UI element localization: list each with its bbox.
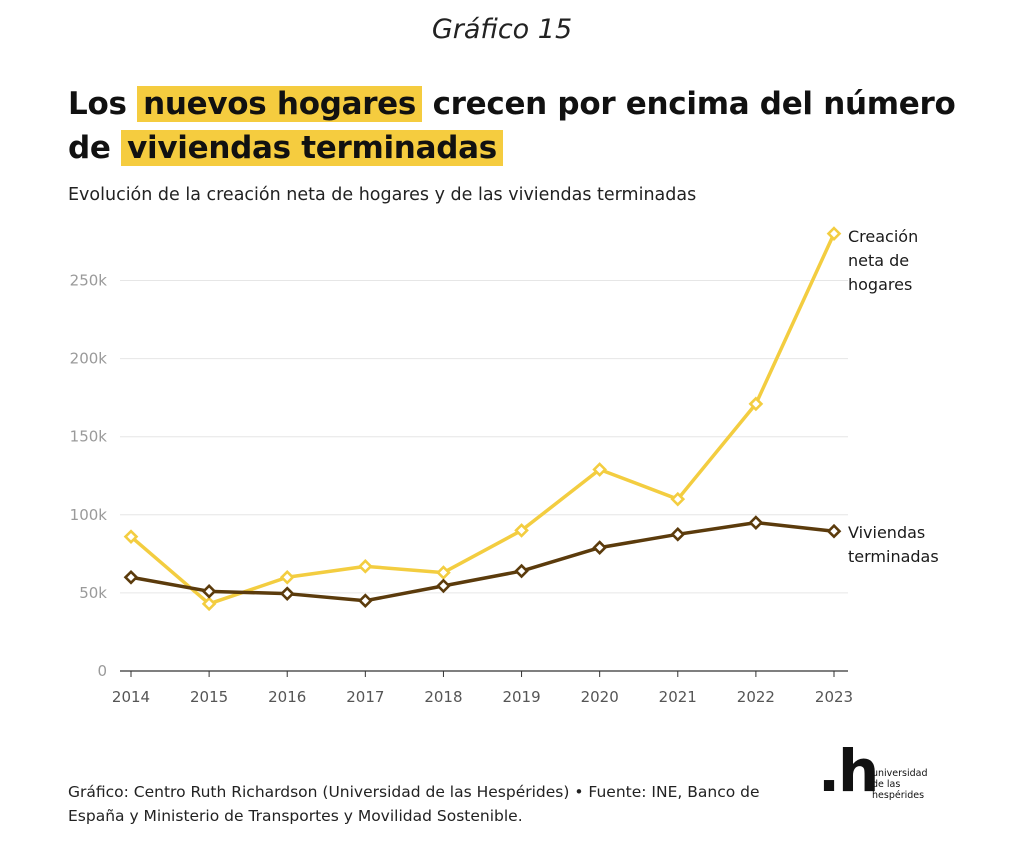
marker-households: [670, 491, 686, 507]
chart-supertitle: Gráfico 15: [431, 14, 573, 45]
source-note: Gráfico: Centro Ruth Richardson (Univers…: [68, 780, 798, 828]
marker-dwellings: [826, 523, 842, 539]
series-label-dwellings: Viviendas: [848, 523, 925, 542]
logo-line-2: de las: [872, 779, 901, 790]
series-line-dwellings: [129, 520, 836, 603]
chart-headline: Los nuevos hogares crecen por encima del…: [68, 82, 968, 170]
marker-dwellings: [436, 578, 451, 594]
y-tick-label: 50k: [79, 584, 107, 602]
marker-dwellings: [123, 569, 139, 585]
logo-mark: .h: [818, 737, 879, 805]
x-tick-label: 2018: [424, 688, 462, 706]
x-tick-label: 2021: [659, 688, 697, 706]
headline-text-2: crecen por encima del número de: [68, 86, 956, 166]
y-tick-label: 200k: [70, 350, 108, 368]
y-tick-label: 100k: [70, 506, 108, 524]
x-tick-label: 2016: [268, 688, 306, 706]
x-tick-label: 2022: [737, 688, 775, 706]
series-label-dwellings: terminadas: [848, 547, 939, 566]
x-tick-label: 2020: [581, 688, 619, 706]
logo-line-1: universidad: [872, 768, 928, 779]
y-tick-label: 250k: [70, 272, 108, 290]
marker-households: [826, 226, 842, 241]
marker-dwellings: [592, 540, 608, 555]
series-label-households: hogares: [848, 275, 912, 294]
marker-dwellings: [670, 526, 686, 542]
series-label-households: neta de: [848, 251, 909, 270]
marker-households: [123, 529, 139, 545]
chart-subtitle: Evolución de la creación neta de hogares…: [68, 185, 697, 205]
source-line-2: España y Ministerio de Transportes y Mov…: [68, 807, 523, 825]
logo-line-3: hespérides: [872, 790, 925, 801]
marker-households: [436, 565, 451, 580]
headline-text-1: Los: [68, 86, 127, 122]
marker-households: [514, 523, 529, 538]
marker-households: [201, 596, 217, 612]
y-tick-label: 150k: [70, 428, 108, 446]
marker-dwellings: [357, 593, 373, 609]
marker-dwellings: [201, 583, 217, 599]
x-tick-label: 2014: [112, 688, 150, 706]
university-logo: .h universidad de las hespérides: [818, 742, 948, 808]
marker-households: [748, 396, 764, 412]
marker-households: [279, 569, 295, 585]
marker-dwellings: [514, 563, 529, 579]
x-tick-label: 2023: [815, 688, 853, 706]
marker-dwellings: [748, 515, 764, 530]
marker-households: [357, 559, 373, 574]
logo-wordmark: universidad de las hespérides: [872, 768, 952, 801]
series-label-households: Creación: [848, 227, 918, 246]
marker-households: [592, 462, 608, 477]
headline-highlight-1: nuevos hogares: [137, 86, 423, 122]
x-tick-label: 2015: [190, 688, 228, 706]
y-tick-label: 0: [97, 662, 107, 680]
source-line-1: Gráfico: Centro Ruth Richardson (Univers…: [68, 783, 760, 801]
headline-highlight-2: viviendas terminadas: [121, 130, 503, 166]
marker-dwellings: [279, 586, 295, 602]
x-tick-label: 2017: [346, 688, 384, 706]
series-line-households: [129, 231, 836, 606]
x-tick-label: 2019: [502, 688, 540, 706]
